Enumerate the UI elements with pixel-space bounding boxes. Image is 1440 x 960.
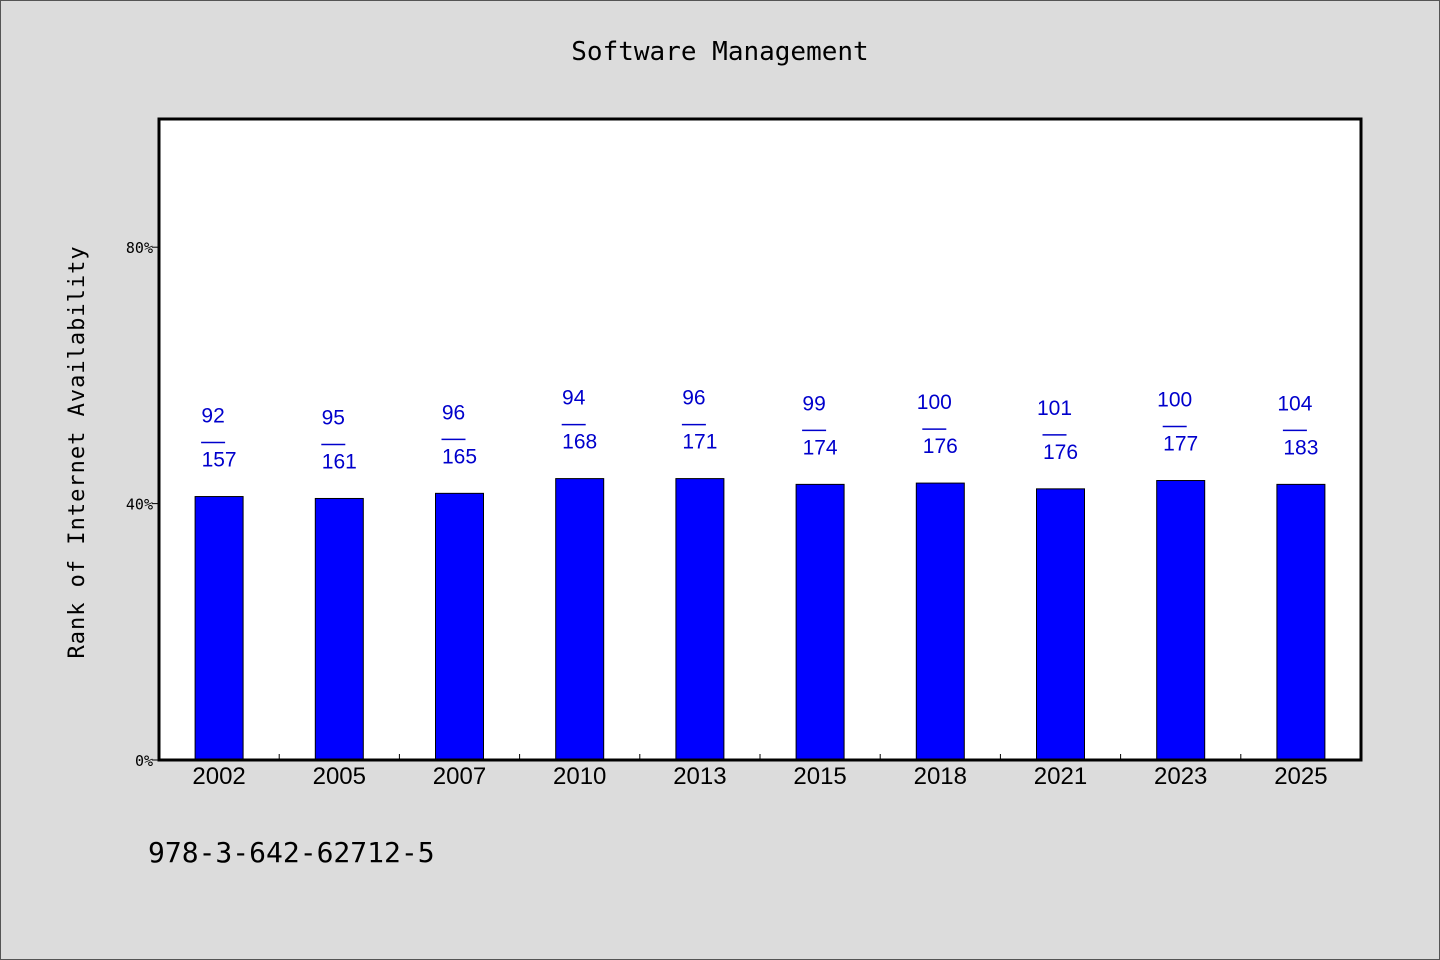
data-label-bottom: 176 (1043, 441, 1078, 464)
x-tick-label: 2023 (1154, 763, 1207, 790)
x-tick-label: 2015 (793, 763, 846, 790)
bar-2021 (1036, 488, 1085, 761)
data-label-top: 100 (917, 391, 952, 414)
bar-2023 (1156, 480, 1206, 761)
x-tick-label: 2021 (1034, 763, 1087, 790)
data-label-bottom: 183 (1283, 436, 1318, 459)
data-label-top: 95 (322, 406, 345, 429)
bar-2018 (915, 482, 965, 761)
data-labels: 92 157 95 161 96 165 94 168 96 171 99 174 100 176 101 1… (201, 387, 1318, 473)
data-label-bottom: 165 (442, 445, 477, 468)
data-label-top: 104 (1277, 392, 1312, 415)
x-tick-label: 2002 (192, 763, 245, 790)
y-tick-label: 80% (126, 239, 153, 257)
data-label-top: 94 (562, 387, 586, 410)
bar-2010 (555, 478, 605, 761)
x-tick-label: 2005 (313, 763, 366, 790)
data-label-bottom: 168 (562, 431, 597, 454)
bar-2007 (435, 492, 484, 761)
y-axis: 0% 40% 80% (126, 239, 159, 770)
chart-title: Software Management (571, 37, 868, 67)
data-label-bottom: 161 (322, 450, 357, 473)
bar-2025 (1276, 483, 1326, 761)
data-label-bottom: 171 (682, 431, 717, 454)
data-label-top: 101 (1037, 397, 1072, 420)
bar-2013 (675, 478, 725, 761)
bar-2005 (314, 497, 364, 761)
data-label-top: 99 (802, 392, 825, 415)
bar-2002 (194, 496, 244, 761)
data-label-bottom: 176 (923, 435, 958, 458)
data-label-top: 96 (442, 401, 465, 424)
y-axis-label: Rank of Internet Availability (65, 245, 90, 658)
bar-2015 (795, 483, 845, 761)
data-label-bottom: 177 (1163, 433, 1198, 456)
x-tick-label: 2025 (1274, 763, 1327, 790)
y-tick-label: 40% (126, 496, 153, 514)
x-tick-label: 2018 (914, 763, 967, 790)
x-tick-label: 2007 (433, 763, 486, 790)
data-label-top: 100 (1157, 389, 1192, 412)
x-tick-label: 2010 (553, 763, 606, 790)
x-tick-label: 2013 (673, 763, 726, 790)
data-label-bottom: 174 (803, 436, 838, 459)
data-label-bottom: 157 (202, 449, 237, 472)
isbn-footnote: 978-3-642-62712-5 (148, 836, 435, 869)
y-tick-label: 0% (135, 752, 153, 770)
x-axis: 2002 2005 2007 2010 2013 2015 2018 2021 2023 2025 (192, 754, 1328, 790)
data-label-top: 96 (682, 387, 705, 410)
data-label-top: 92 (201, 405, 224, 428)
